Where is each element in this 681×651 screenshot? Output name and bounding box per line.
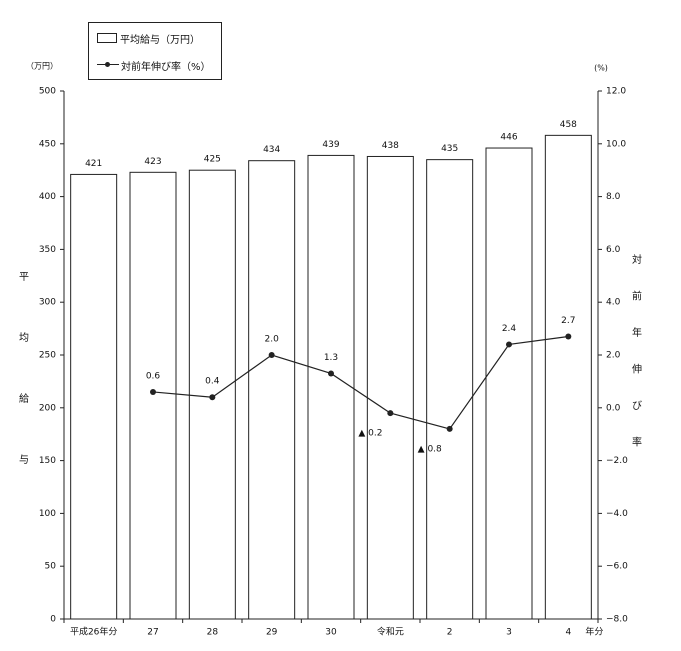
growth-value-label: 0.6	[146, 371, 161, 381]
bar	[248, 160, 296, 620]
bar	[426, 159, 474, 620]
chart-legend: 平均給与（万円） 対前年伸び率（%）	[88, 22, 222, 80]
y-right-tick-label: 10.0	[606, 139, 626, 149]
x-tick-label: 平成26年分	[70, 626, 117, 638]
bar	[544, 134, 592, 620]
legend-bar-swatch	[97, 33, 117, 43]
x-tick-label: 28	[207, 628, 219, 638]
bar-value-label: 438	[382, 141, 399, 151]
bar-value-label: 439	[322, 140, 339, 150]
x-tick-label: 令和元	[377, 626, 404, 638]
bar	[70, 173, 118, 620]
y-left-label-char: 与	[19, 454, 29, 466]
growth-line	[152, 335, 569, 430]
y-left-label-char: 給	[19, 392, 29, 405]
y-right-tick-label: 12.0	[606, 87, 626, 97]
y-right-unit: (%)	[594, 64, 608, 73]
y-left-tick-label: 500	[39, 87, 56, 97]
bar	[485, 147, 533, 620]
y-left-tick-label: 450	[39, 139, 56, 149]
growth-value-label: 2.7	[561, 316, 575, 326]
y-right-tick-label: 2.0	[606, 351, 621, 361]
bar-value-label: 446	[500, 133, 517, 143]
growth-value-label: 2.4	[502, 324, 517, 334]
growth-value-label: 2.0	[265, 335, 280, 345]
growth-value-label: 0.4	[205, 377, 220, 387]
y-right-tick-label: −6.0	[606, 562, 628, 572]
bar-value-label: 425	[204, 155, 221, 165]
bar	[366, 155, 414, 620]
y-left-tick-label: 400	[39, 192, 56, 202]
y-left-label-char: 均	[19, 332, 29, 344]
y-right-label-char: 率	[632, 436, 642, 449]
y-left-tick-label: 300	[39, 298, 56, 308]
bar-value-label: 434	[263, 145, 280, 155]
growth-point	[446, 425, 453, 432]
y-right-tick-label: −4.0	[606, 509, 628, 519]
bar-value-label: 435	[441, 144, 458, 154]
growth-point	[150, 388, 156, 395]
x-tick-label: 29	[266, 628, 278, 638]
y-right-tick-label: 8.0	[606, 192, 621, 202]
x-tick-label: 4	[565, 628, 571, 638]
x-tick-label: 2	[447, 628, 453, 638]
y-left-tick-label: 250	[39, 351, 56, 361]
bar-value-label: 421	[85, 159, 102, 169]
y-left-tick-label: 100	[39, 509, 56, 519]
legend-bar-label: 平均給与（万円）	[120, 34, 200, 46]
x-tick-label: 27	[147, 628, 158, 638]
y-right-label-char: 対	[632, 253, 642, 266]
y-right-tick-label: 4.0	[606, 298, 621, 308]
y-left-tick-label: 150	[39, 456, 56, 466]
y-left-tick-label: 50	[45, 562, 57, 572]
y-left-label-char: 平	[19, 272, 29, 283]
bar-value-label: 458	[560, 120, 577, 130]
growth-point	[387, 410, 394, 417]
growth-point	[209, 394, 216, 401]
legend-line-swatch	[97, 60, 119, 70]
growth-value-label: 1.3	[324, 353, 338, 363]
y-left-tick-label: 350	[39, 245, 56, 255]
bar	[129, 171, 177, 620]
y-right-tick-label: 6.0	[606, 245, 621, 255]
x-tick-label: 30	[325, 628, 337, 638]
y-left-tick-label: 0	[50, 615, 56, 625]
y-left-tick-label: 200	[39, 403, 56, 413]
y-left-unit: （万円）	[26, 62, 58, 71]
bar-value-label: 423	[144, 157, 161, 167]
y-right-label-char: 前	[632, 290, 642, 303]
growth-value-label: ▲ 0.8	[418, 444, 442, 454]
growth-point	[268, 352, 275, 358]
y-right-tick-label: −8.0	[606, 615, 628, 625]
y-right-label-char: 伸	[632, 364, 642, 376]
y-right-tick-label: −2.0	[606, 456, 628, 466]
y-right-tick-label: 0.0	[606, 403, 621, 413]
growth-point	[328, 370, 334, 377]
x-tick-label: 3	[506, 628, 512, 638]
x-axis-suffix: 年分	[585, 626, 603, 638]
growth-point	[565, 333, 572, 340]
growth-point	[506, 341, 512, 348]
legend-item-line: 対前年伸び率（%）	[97, 57, 211, 73]
bar	[307, 154, 355, 620]
y-right-label-char: 年	[632, 326, 642, 339]
growth-value-label: ▲ 0.2	[358, 429, 382, 439]
legend-line-label: 対前年伸び率（%）	[121, 61, 211, 73]
legend-item-bar: 平均給与（万円）	[97, 30, 200, 46]
y-right-label-char: び	[632, 400, 642, 412]
